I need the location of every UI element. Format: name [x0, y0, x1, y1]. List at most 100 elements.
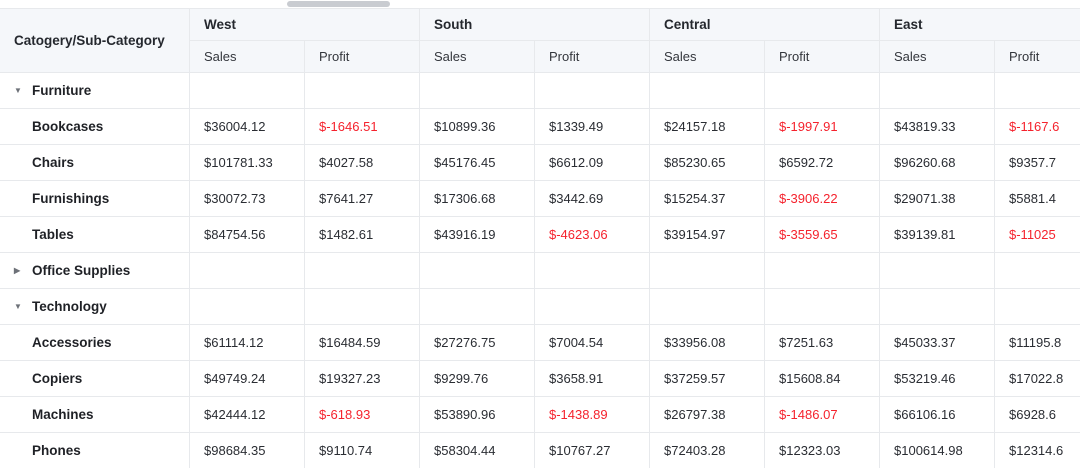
value-cell: $19327.23 — [305, 361, 420, 397]
value-cell: $-1646.51 — [305, 109, 420, 145]
value-cell: $6592.72 — [765, 145, 880, 181]
value-cell: $-1167.6 — [995, 109, 1080, 145]
value-cell: $6928.6 — [995, 397, 1080, 433]
value-cell: $9357.7 — [995, 145, 1080, 181]
value-cell — [420, 73, 535, 109]
row-label-text: Machines — [32, 407, 94, 422]
value-cell — [305, 253, 420, 289]
value-cell: $15254.37 — [650, 181, 765, 217]
subcategory-row-label: Machines — [0, 397, 190, 433]
table-row-machines: Machines $42444.12 $-618.93 $53890.96 $-1438… — [0, 397, 1080, 433]
region-header-west: West — [190, 9, 420, 41]
table-row-furnishings: Furnishings $30072.73 $7641.27 $17306.68 $34… — [0, 181, 1080, 217]
table-header: Catogery/Sub-Category West South Central Ea… — [0, 8, 1080, 73]
south-profit-column-header: Profit — [535, 41, 650, 73]
value-cell: $96260.68 — [880, 145, 995, 181]
value-cell — [305, 289, 420, 325]
value-cell: $-3559.65 — [765, 217, 880, 253]
subcategory-row-label: Chairs — [0, 145, 190, 181]
value-cell: $-11025 — [995, 217, 1080, 253]
row-label-text: Bookcases — [32, 119, 104, 134]
table-body: ▼ Furniture Bookcases $36004.12 $-1646.51 $10… — [0, 73, 1080, 468]
value-cell: $-3906.22 — [765, 181, 880, 217]
subcategory-row-label: Accessories — [0, 325, 190, 361]
value-cell: $39139.81 — [880, 217, 995, 253]
value-cell — [765, 73, 880, 109]
value-cell: $27276.75 — [420, 325, 535, 361]
subcategory-row-label: Bookcases — [0, 109, 190, 145]
value-cell: $7641.27 — [305, 181, 420, 217]
value-cell: $98684.35 — [190, 433, 305, 468]
table-row-phones: Phones $98684.35 $9110.74 $58304.44 $10767.2… — [0, 433, 1080, 468]
subcategory-row-label: Furnishings — [0, 181, 190, 217]
value-cell: $53890.96 — [420, 397, 535, 433]
value-cell — [995, 289, 1080, 325]
value-cell: $7251.63 — [765, 325, 880, 361]
value-cell: $53219.46 — [880, 361, 995, 397]
row-label-text: Accessories — [32, 335, 112, 350]
value-cell — [420, 289, 535, 325]
category-row-label[interactable]: ▼ Technology — [0, 289, 190, 325]
value-cell: $101781.33 — [190, 145, 305, 181]
value-cell: $15608.84 — [765, 361, 880, 397]
value-cell: $43819.33 — [880, 109, 995, 145]
value-cell: $11195.8 — [995, 325, 1080, 361]
value-cell: $1482.61 — [305, 217, 420, 253]
row-label-text: Copiers — [32, 371, 83, 386]
value-cell — [880, 289, 995, 325]
value-cell: $12323.03 — [765, 433, 880, 468]
value-cell: $85230.65 — [650, 145, 765, 181]
value-cell: $1339.49 — [535, 109, 650, 145]
collapse-triangle-icon[interactable]: ▼ — [14, 86, 22, 95]
value-cell: $7004.54 — [535, 325, 650, 361]
value-cell — [650, 73, 765, 109]
table-row-copiers: Copiers $49749.24 $19327.23 $9299.76 $3658.9… — [0, 361, 1080, 397]
east-sales-column-header: Sales — [880, 41, 995, 73]
table-row-chairs: Chairs $101781.33 $4027.58 $45176.45 $6612.0… — [0, 145, 1080, 181]
value-cell — [535, 253, 650, 289]
collapse-triangle-icon[interactable]: ▼ — [14, 302, 22, 311]
value-cell: $43916.19 — [420, 217, 535, 253]
horizontal-scrollbar[interactable] — [0, 0, 1080, 8]
value-cell: $61114.12 — [190, 325, 305, 361]
subcategory-row-label: Copiers — [0, 361, 190, 397]
category-row-label[interactable]: ▶ Office Supplies — [0, 253, 190, 289]
value-cell — [650, 289, 765, 325]
value-cell: $-1438.89 — [535, 397, 650, 433]
value-cell: $10899.36 — [420, 109, 535, 145]
table-row-accessories: Accessories $61114.12 $16484.59 $27276.75 $7… — [0, 325, 1080, 361]
value-cell — [880, 253, 995, 289]
west-profit-column-header: Profit — [305, 41, 420, 73]
value-cell: $45176.45 — [420, 145, 535, 181]
row-label-text: Furnishings — [32, 191, 110, 206]
value-cell: $24157.18 — [650, 109, 765, 145]
value-cell: $100614.98 — [880, 433, 995, 468]
value-cell: $29071.38 — [880, 181, 995, 217]
value-cell: $66106.16 — [880, 397, 995, 433]
value-cell: $45033.37 — [880, 325, 995, 361]
value-cell — [190, 73, 305, 109]
value-cell: $72403.28 — [650, 433, 765, 468]
row-label-text: Furniture — [32, 83, 92, 98]
horizontal-scrollbar-thumb[interactable] — [287, 1, 390, 7]
row-label-text: Office Supplies — [32, 263, 131, 278]
value-cell: $-618.93 — [305, 397, 420, 433]
region-header-south: South — [420, 9, 650, 41]
value-cell: $3442.69 — [535, 181, 650, 217]
value-cell: $49749.24 — [190, 361, 305, 397]
value-cell: $12314.6 — [995, 433, 1080, 468]
table-row-bookcases: Bookcases $36004.12 $-1646.51 $10899.36 $133… — [0, 109, 1080, 145]
expand-triangle-icon[interactable]: ▶ — [14, 266, 21, 275]
table-row-office-supplies: ▶ Office Supplies — [0, 253, 1080, 289]
value-cell: $9110.74 — [305, 433, 420, 468]
value-cell — [535, 289, 650, 325]
category-row-label[interactable]: ▼ Furniture — [0, 73, 190, 109]
value-cell: $4027.58 — [305, 145, 420, 181]
value-cell — [190, 289, 305, 325]
row-label-text: Technology — [32, 299, 107, 314]
value-cell: $37259.57 — [650, 361, 765, 397]
value-cell — [190, 253, 305, 289]
south-sales-column-header: Sales — [420, 41, 535, 73]
value-cell — [995, 73, 1080, 109]
